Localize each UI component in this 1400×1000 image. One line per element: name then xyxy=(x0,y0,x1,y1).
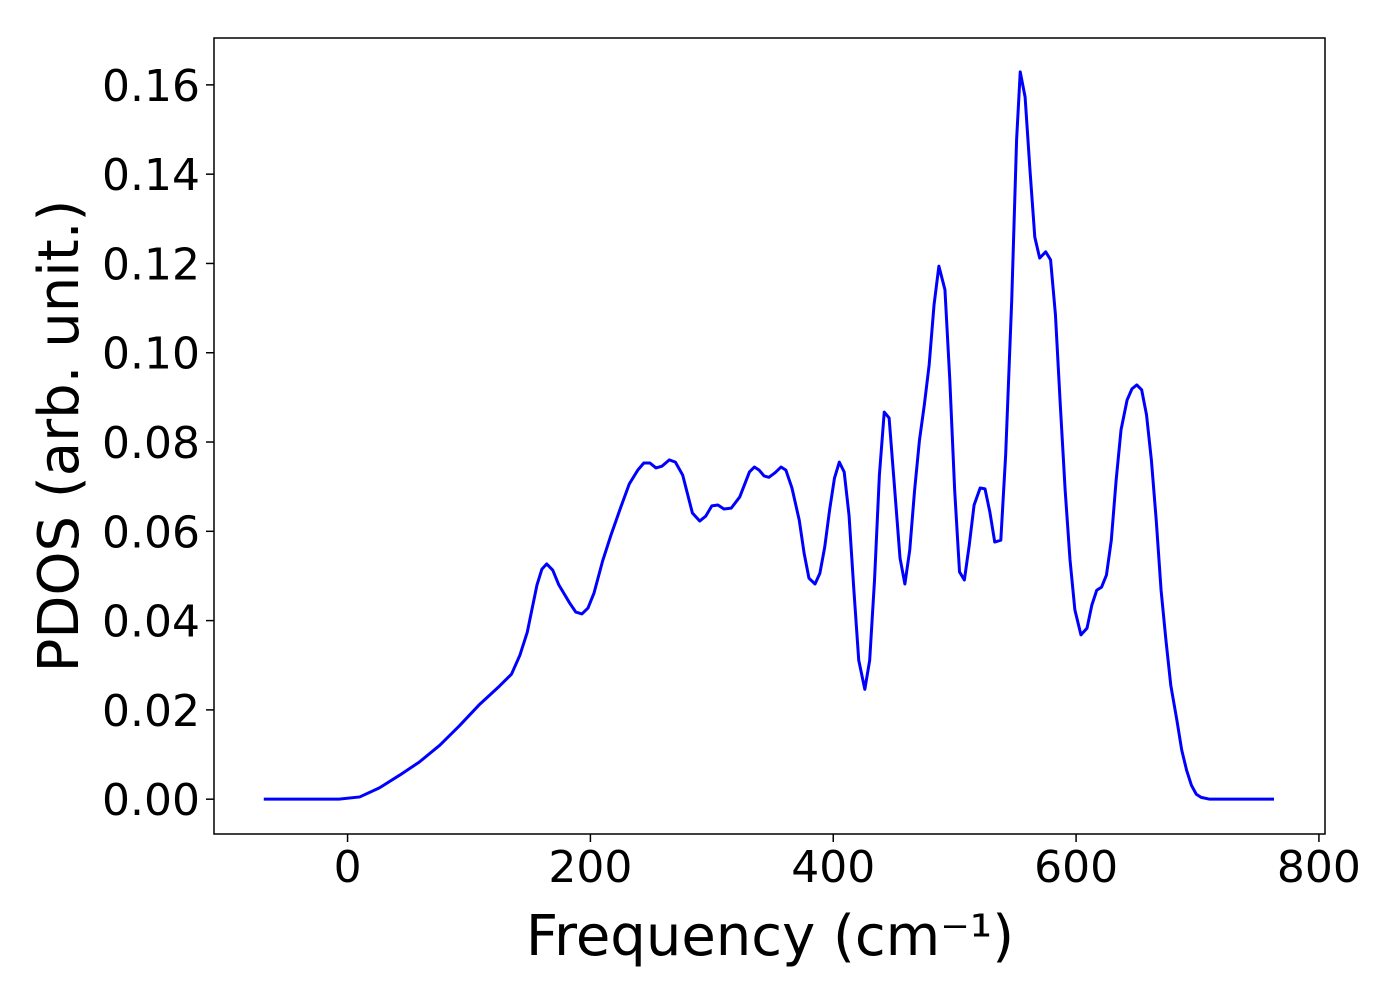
y-tick-label: 0.16 xyxy=(102,61,200,112)
series-line xyxy=(263,70,1274,801)
y-tick-label: 0.10 xyxy=(102,329,200,380)
y-tick-label: 0.04 xyxy=(102,597,200,648)
y-tick-label: 0.08 xyxy=(102,418,200,469)
x-tick-label: 400 xyxy=(791,842,875,893)
y-tick-label: 0.00 xyxy=(102,775,200,826)
x-axis-label: Frequency (cm⁻¹) xyxy=(526,904,1014,969)
y-tick-label: 0.02 xyxy=(102,686,200,737)
x-tick-label: 800 xyxy=(1277,842,1361,893)
plot-frame xyxy=(213,37,1326,835)
x-tick-label: 200 xyxy=(548,842,632,893)
x-tick-label: 0 xyxy=(334,842,362,893)
x-tick-label: 600 xyxy=(1034,842,1118,893)
y-tick-label: 0.06 xyxy=(102,507,200,558)
y-tick-label: 0.12 xyxy=(102,239,200,290)
y-tick-label: 0.14 xyxy=(102,150,200,201)
y-axis-label: PDOS (arb. unit.) xyxy=(27,200,92,673)
